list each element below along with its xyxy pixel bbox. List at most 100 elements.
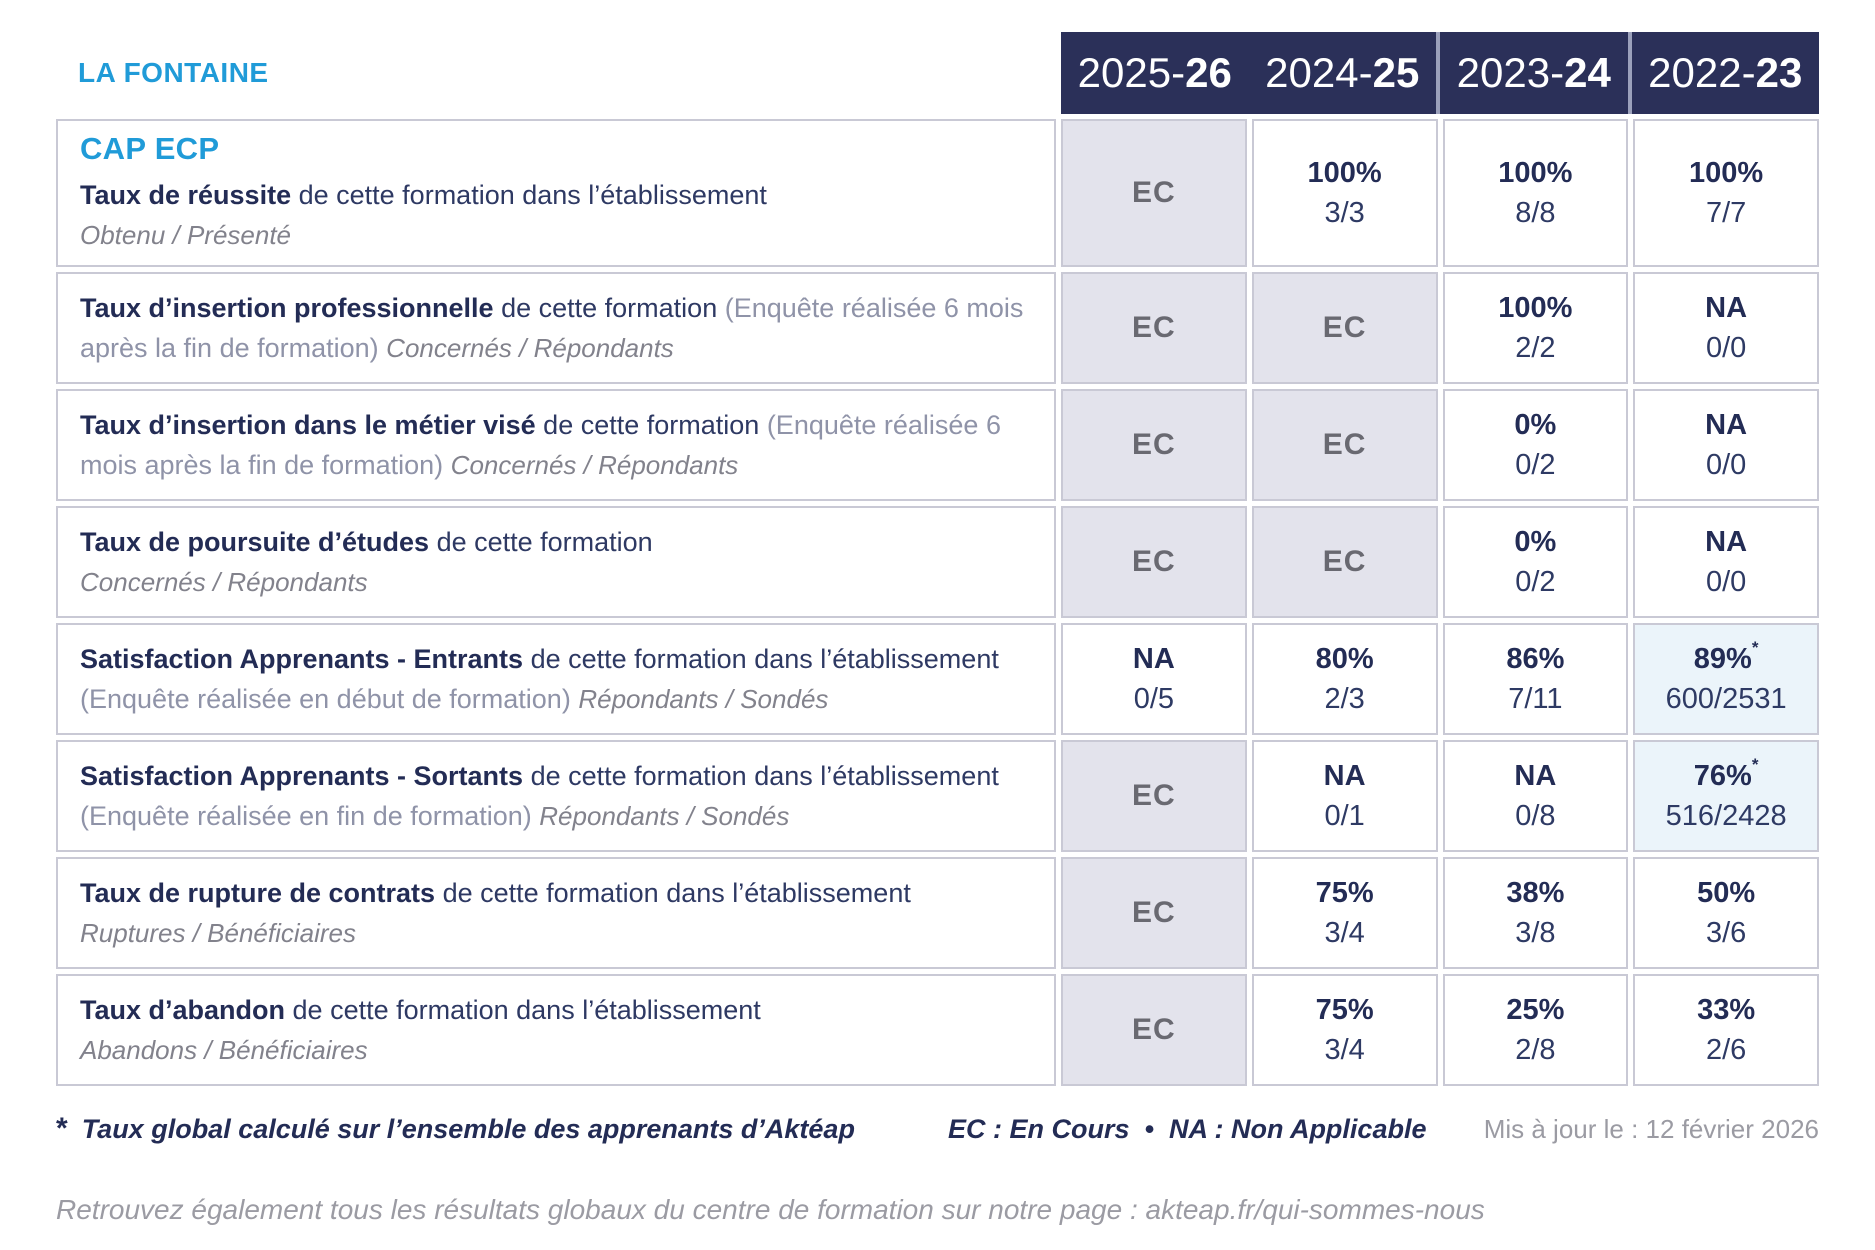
year-header-2025-26: 2025- 26 [1061,32,1249,114]
row-label-rupture-contrats: Taux de rupture de contrats de cette for… [56,857,1056,969]
metric-desc: de cette formation [501,292,718,323]
row-label-text: Satisfaction Apprenants - Entrants de ce… [80,639,1024,720]
cell-value: NA [1514,759,1557,792]
cell-fraction: 0/1 [1324,799,1365,832]
cell-value: EC [1322,311,1367,344]
table-cell: 80% 2/3 [1251,623,1438,735]
row-label-poursuite-etudes: Taux de poursuite d’études de cette form… [56,506,1056,618]
cell-fraction: 2/8 [1515,1033,1556,1066]
year-prefix: 2023- [1456,49,1565,96]
cell-value: 86% [1506,642,1565,675]
table-cell: 100% 8/8 [1442,119,1629,267]
cell-fraction: 7/7 [1705,196,1747,229]
table-cell: 0% 0/2 [1442,506,1629,618]
cell-value: 100% [1498,291,1573,324]
cell-value: NA [1323,759,1366,792]
metric-desc: de cette formation dans l’établissement [530,760,999,791]
table-cell: EC [1251,389,1438,501]
table-cell: NA 0/0 [1633,506,1819,618]
cell-fraction: 0/0 [1705,565,1747,598]
table-cell: EC [1061,974,1247,1086]
year-prefix: 2025- [1077,49,1186,96]
table-cell: EC [1061,272,1247,384]
cell-fraction: 3/6 [1705,916,1747,949]
cell-value: EC [1132,428,1176,461]
metric-desc: de cette formation [543,409,760,440]
metric-name: Taux de réussite [80,180,292,211]
cell-value: 33% [1697,993,1756,1026]
year-header-band: 2025- 26 2024- 25 2023- 24 2022- 23 [1061,32,1819,114]
results-table: LA FONTAINE 2025- 26 2024- 25 2023- 24 2022… [56,32,1819,1086]
metric-note: (Enquête réalisée en début de formation) [80,684,571,714]
table-cell: 100% 7/7 [1633,119,1819,267]
cell-fraction: 516/2428 [1665,799,1787,832]
cell-value: NA [1705,408,1748,441]
table-cell: 75% 3/4 [1251,857,1438,969]
bottom-note: Retrouvez également tous les résultats g… [56,1194,1485,1225]
cell-value: 50% [1697,876,1756,909]
cell-value: NA [1132,642,1175,675]
cell-value: 76%* [1693,754,1759,792]
table-cell: NA 0/0 [1633,272,1819,384]
table-cell: 25% 2/8 [1442,974,1629,1086]
table-cell: 38% 3/8 [1442,857,1629,969]
table-cell: EC [1061,857,1247,969]
row-label-satisfaction-sortants: Satisfaction Apprenants - Sortants de ce… [56,740,1056,852]
year-prefix: 2024- [1265,49,1373,96]
table-cell: 33% 2/6 [1633,974,1819,1086]
table-cell: EC [1061,506,1247,618]
cell-value: 80% [1315,642,1374,675]
cell-fraction: 2/2 [1515,331,1556,364]
year-header-2022-23: 2022- 23 [1627,32,1820,114]
cell-fraction: 600/2531 [1665,682,1787,715]
metric-note: (Enquête réalisée 6 mois après la fin de… [80,409,1001,481]
table-cell: 89%* 600/2531 [1633,623,1819,735]
metric-desc: de cette formation dans l’établissement [298,180,767,211]
year-bold: 23 [1755,49,1803,96]
row-label-text: Taux de rupture de contrats de cette for… [80,873,911,953]
metric-ratio-caption: Obtenu / Présenté [80,219,292,250]
year-prefix: 2022- [1648,49,1756,96]
table-cell: 100% 3/3 [1251,119,1438,267]
cell-fraction: 7/11 [1508,682,1563,715]
metric-ratio-caption: Abandons / Bénéficiaires [80,1034,368,1065]
table-cell: 0% 0/2 [1442,389,1629,501]
metric-ratio-caption: Concernés / Répondants [80,566,368,597]
table-cell: 50% 3/6 [1633,857,1819,969]
cell-value: EC [1322,545,1367,578]
table-cell: EC [1061,119,1247,267]
metric-ratio-caption: Concernés / Répondants [450,450,739,480]
cell-value: EC [1132,896,1176,929]
cell-value: NA [1705,291,1748,324]
metric-name: Taux de rupture de contrats [80,878,436,909]
row-label-text: Taux d’insertion professionnelle de cett… [80,288,1024,369]
year-header-2023-24: 2023- 24 [1436,32,1628,114]
row-label-taux-reussite: CAP ECP Taux de réussite de cette format… [56,119,1056,267]
row-label-insertion-professionnelle: Taux d’insertion professionnelle de cett… [56,272,1056,384]
row-label-insertion-metier: Taux d’insertion dans le métier visé de … [56,389,1056,501]
cell-fraction: 0/5 [1133,682,1175,715]
cell-value: 38% [1506,876,1565,909]
cell-value: 100% [1498,156,1573,189]
cell-value: EC [1132,1013,1176,1046]
metric-ratio-caption: Ruptures / Bénéficiaires [80,917,357,948]
table-cell: EC [1251,272,1438,384]
table-cell: EC [1061,740,1247,852]
header-brand-cell: LA FONTAINE [56,32,1056,114]
table-cell: EC [1061,389,1247,501]
cell-value: 100% [1307,156,1382,189]
metric-name: Satisfaction Apprenants - Entrants [80,643,524,674]
last-updated: Mis à jour le : 12 février 2026 [1483,1114,1819,1144]
row-label-text: Taux d’abandon de cette formation dans l… [80,990,761,1070]
row-label-text: Taux de poursuite d’études de cette form… [80,522,653,602]
metric-desc: de cette formation dans l’établissement [292,995,761,1026]
cell-fraction: 3/4 [1324,916,1365,949]
legend: EC : En Cours • NA : Non Applicable [948,1114,1427,1144]
cell-fraction: 0/8 [1515,799,1556,832]
cell-value: EC [1132,311,1176,344]
table-cell: NA 0/0 [1633,389,1819,501]
metric-name: Taux d’insertion dans le métier visé [80,409,536,440]
cell-fraction: 2/3 [1324,682,1365,715]
metric-desc: de cette formation dans l’établissement [530,643,999,674]
